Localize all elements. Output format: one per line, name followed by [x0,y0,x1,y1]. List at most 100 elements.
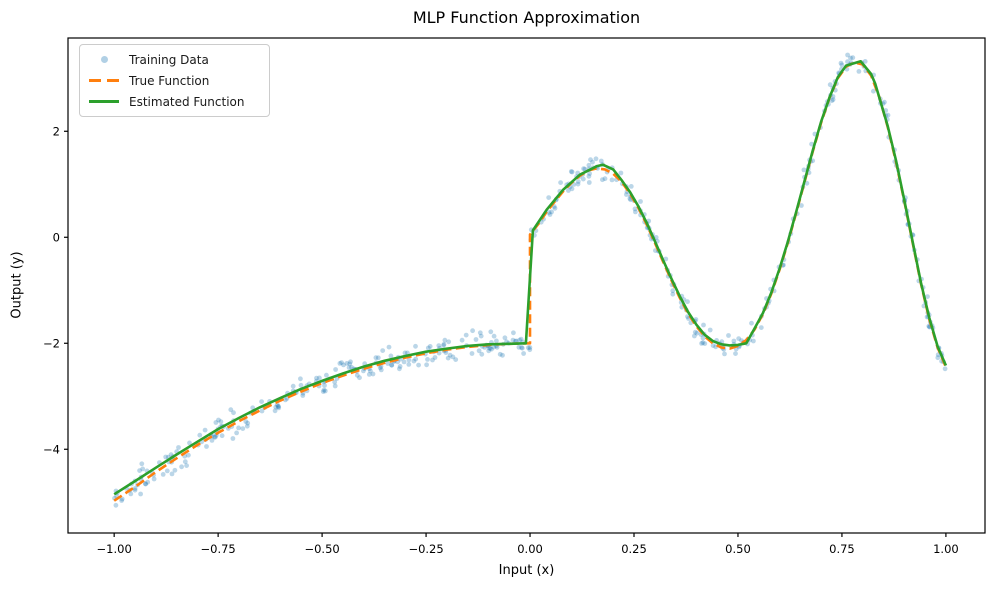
scatter-point [427,344,433,349]
scatter-point [216,417,221,423]
scatter-point [751,338,756,344]
scatter-point [337,361,343,366]
scatter-point [856,69,862,74]
scatter-point [925,294,930,299]
legend-item-estimated-function: Estimated Function [89,93,259,110]
x-tick-label: 1.00 [933,542,959,556]
plot-border [67,37,986,534]
scatter-point [413,356,419,362]
scatter-marker-icon [89,56,119,63]
scatter-point [758,325,764,330]
scatter-point [275,404,281,409]
scatter-point [430,357,435,363]
scatter-point [558,180,563,186]
scatter-point [593,156,599,162]
scatter-point [298,382,304,388]
scatter-point [341,362,346,368]
scatter-point [598,158,604,164]
scatter-point [546,195,552,201]
x-tick-label: −0.50 [304,542,339,556]
plot-data-layer [112,52,948,508]
scatter-point [600,177,605,183]
scatter-point [240,426,246,431]
scatter-point [132,487,138,493]
scatter-point [479,351,485,357]
scatter-point [581,166,586,172]
scatter-point [827,82,833,88]
scatter-point [401,359,407,365]
scatter-point [632,206,638,212]
scatter-point [128,491,134,497]
scatter-point [513,338,519,344]
scatter-point [354,372,360,378]
scatter-point [487,346,493,351]
x-tick-label: 0.25 [621,542,647,556]
scatter-point [132,486,138,491]
scatter-point [413,343,418,349]
scatter-point [172,467,178,473]
scatter-point [586,173,592,179]
scatter-point [580,176,586,182]
scatter-point [510,337,516,343]
scatter-point [182,459,188,465]
scatter-point [347,361,353,367]
scatter-point [245,420,251,426]
scatter-point [722,351,727,357]
scatter-point [346,365,352,370]
scatter-point [322,388,328,394]
scatter-point [692,333,697,339]
scatter-point [273,404,279,410]
scatter-point [179,464,185,470]
x-axis-label: Input (x) [498,563,555,578]
scatter-point [489,346,494,352]
legend-label: Estimated Function [129,94,245,109]
scatter-point [839,62,845,68]
scatter-point [259,408,265,414]
estimated-function-line [113,59,948,496]
scatter-point [494,338,499,344]
scatter-point [176,445,181,450]
scatter-point [276,405,282,411]
scatter-point [441,343,446,348]
scatter-point [385,361,391,366]
scatter-point [885,112,891,118]
scatter-point [204,444,209,449]
scatter-point [143,481,148,487]
x-tick-label: −0.25 [408,542,443,556]
scatter-point [486,345,492,351]
scatter-point [624,192,629,197]
scatter-point [290,383,296,389]
scatter-point [339,360,344,365]
scatter-point [212,434,218,440]
scatter-point [344,361,350,366]
scatter-point [609,177,615,183]
scatter-point [349,364,354,370]
scatter-point [569,186,575,192]
scatter-point [443,350,449,355]
scatter-point [726,333,731,338]
scatter-point [845,59,850,65]
scatter-point [332,379,338,385]
scatter-point [332,383,338,389]
scatter-point [882,99,887,105]
scatter-point [830,94,836,99]
scatter-point [160,472,166,477]
scatter-point [366,372,372,377]
scatter-point [749,320,754,326]
scatter-point [314,375,319,381]
scatter-point [519,345,525,351]
scatter-point [486,348,492,354]
scatter-point [357,375,362,381]
scatter-point [450,354,456,360]
scatter-point [663,256,669,262]
scatter-point [218,419,224,425]
scatter-point [547,212,553,217]
scatter-point [320,389,326,394]
scatter-point [701,322,706,328]
scatter-point [445,355,451,361]
scatter-point [219,433,225,439]
scatter-point [373,355,379,361]
scatter-point [184,463,190,468]
scatter-point [463,332,469,338]
